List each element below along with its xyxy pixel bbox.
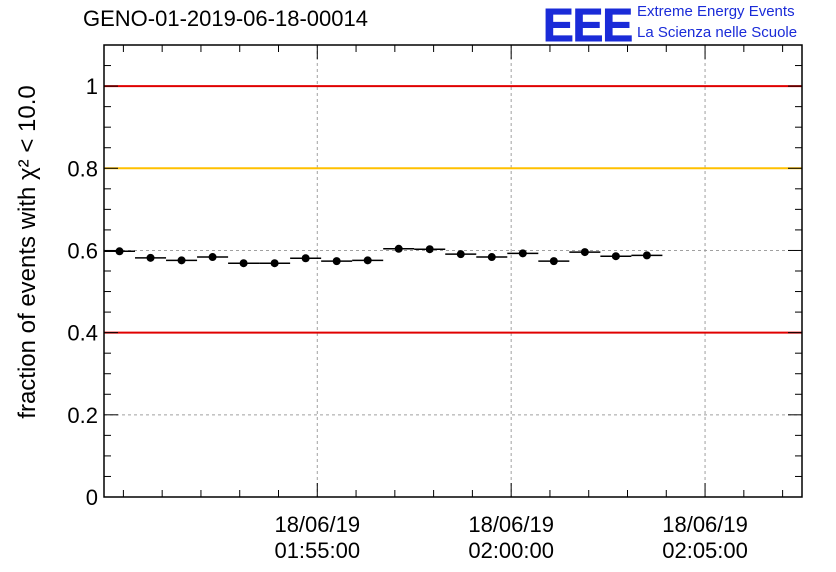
- y-tick-label: 1: [86, 74, 98, 99]
- data-point: [146, 253, 155, 262]
- data-points: [104, 244, 663, 268]
- data-point: [611, 252, 620, 261]
- y-tick-label: 0.2: [67, 403, 98, 428]
- x-tick-label-time: 01:55:00: [274, 538, 360, 563]
- data-point: [301, 254, 310, 263]
- data-point: [363, 256, 372, 265]
- x-tick-label-date: 18/06/19: [662, 512, 748, 537]
- data-point: [394, 244, 403, 253]
- data-point: [518, 249, 527, 258]
- x-tick-label-date: 18/06/19: [468, 512, 554, 537]
- x-tick-label-time: 02:00:00: [468, 538, 554, 563]
- data-point: [208, 253, 217, 262]
- chart-title: GENO-01-2019-06-18-00014: [83, 6, 368, 31]
- data-point: [549, 257, 558, 266]
- reference-lines: [104, 85, 802, 334]
- data-point: [425, 245, 434, 254]
- logo-line-2: La Scienza nelle Scuole: [637, 24, 798, 41]
- data-point: [239, 259, 248, 268]
- x-tick-label-time: 02:05:00: [662, 538, 748, 563]
- data-point: [580, 248, 589, 257]
- data-point: [332, 257, 341, 266]
- data-point: [115, 247, 124, 256]
- y-tick-label: 0.4: [67, 321, 98, 346]
- axes: 00.20.40.60.8118/06/1901:55:0018/06/1902…: [67, 44, 803, 563]
- logo-line-1: Extreme Energy Events: [637, 3, 795, 20]
- data-point: [642, 251, 651, 260]
- data-point: [487, 253, 496, 262]
- y-tick-label: 0.8: [67, 156, 98, 181]
- grid: [104, 45, 802, 497]
- data-point: [456, 250, 465, 259]
- eee-logo-mark: EEE: [542, 0, 633, 52]
- y-tick-label: 0: [86, 485, 98, 510]
- plot-frame: [103, 44, 803, 498]
- data-point: [177, 256, 186, 265]
- data-point: [270, 259, 279, 268]
- x-tick-label-date: 18/06/19: [274, 512, 360, 537]
- y-tick-label: 0.6: [67, 238, 98, 263]
- y-axis-label: fraction of events with χ² < 10.0: [14, 85, 41, 418]
- eee-logo: EEE Extreme Energy Events La Scienza nel…: [542, 0, 833, 52]
